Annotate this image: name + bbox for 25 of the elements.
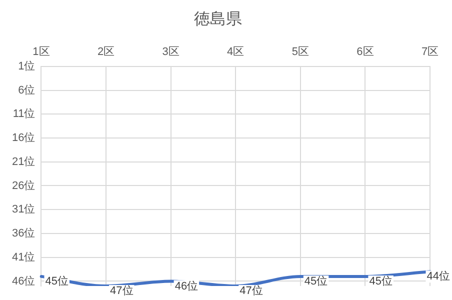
y-tick-label: 26位 (12, 180, 36, 192)
y-tick-label: 46位 (12, 275, 36, 288)
data-label: 45位 (45, 275, 68, 288)
y-tick-label: 11位 (12, 108, 36, 120)
x-tick-label: 1区 (32, 46, 50, 58)
data-label: 45位 (369, 275, 392, 288)
y-tick-label: 41位 (12, 251, 36, 264)
x-tick-label: 7区 (421, 46, 439, 58)
x-tick-label: 5区 (292, 46, 309, 58)
x-tick-label: 4区 (227, 46, 244, 58)
data-label: 44位 (426, 270, 450, 283)
y-tick-label: 36位 (12, 228, 36, 240)
x-tick-label: 3区 (162, 46, 180, 58)
data-label: 46位 (174, 280, 198, 292)
x-tick-label: 2区 (97, 46, 115, 58)
y-tick-label: 1位 (18, 60, 36, 72)
x-tick-label: 6区 (356, 46, 374, 58)
data-label: 47位 (110, 285, 134, 298)
chart-title: 徳島県 (194, 10, 242, 28)
data-label: 45位 (304, 275, 328, 288)
y-tick-label: 31位 (12, 204, 36, 216)
y-tick-label: 6位 (18, 84, 36, 96)
y-tick-label: 16位 (12, 132, 36, 144)
data-label: 47位 (240, 285, 263, 298)
y-tick-label: 21位 (12, 156, 36, 168)
